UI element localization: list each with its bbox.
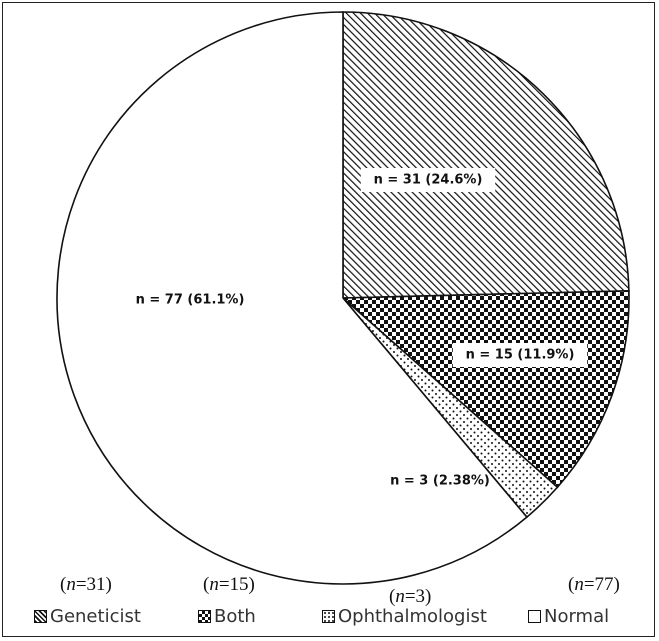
legend-label: Ophthalmologist (338, 605, 487, 627)
pie-slice-both (340, 290, 630, 489)
slice-label-both: n = 15 (11.9%) (452, 343, 588, 367)
count-note-both: (n=15) (203, 574, 255, 595)
legend-swatch (322, 609, 335, 623)
legend-swatch (528, 609, 541, 623)
legend-swatch (198, 609, 211, 623)
legend-swatch (34, 609, 47, 623)
legend-item-ophthalmologist: Ophthalmologist (322, 604, 487, 628)
legend-item-both: Both (198, 604, 256, 628)
count-note-geneticist: (n=31) (60, 574, 112, 595)
legend-label: Normal (544, 605, 610, 627)
count-note-normal: (n=77) (568, 574, 620, 595)
slice-label-text: n = 77 (61.1%) (136, 293, 245, 308)
pie-slice-geneticist (342, 11, 630, 299)
legend-item-normal: Normal (528, 604, 609, 628)
slice-label-box (360, 168, 496, 192)
count-note-ophthalmologist: (n=3) (389, 586, 432, 607)
pie-slice-normal (56, 11, 528, 585)
slice-label-text: n = 15 (11.9%) (466, 348, 575, 363)
legend-label: Geneticist (50, 605, 141, 627)
slice-label-geneticist: n = 31 (24.6%) (360, 168, 496, 192)
legend-item-geneticist: Geneticist (34, 604, 141, 628)
slice-label-ophthalmologist: n = 3 (2.38%) (390, 474, 490, 489)
slice-label-normal: n = 77 (61.1%) (136, 293, 245, 308)
slice-label-text: n = 3 (2.38%) (390, 474, 490, 489)
slice-label-text: n = 31 (24.6%) (374, 173, 483, 188)
slice-label-box (452, 343, 588, 367)
legend-label: Both (214, 605, 256, 627)
